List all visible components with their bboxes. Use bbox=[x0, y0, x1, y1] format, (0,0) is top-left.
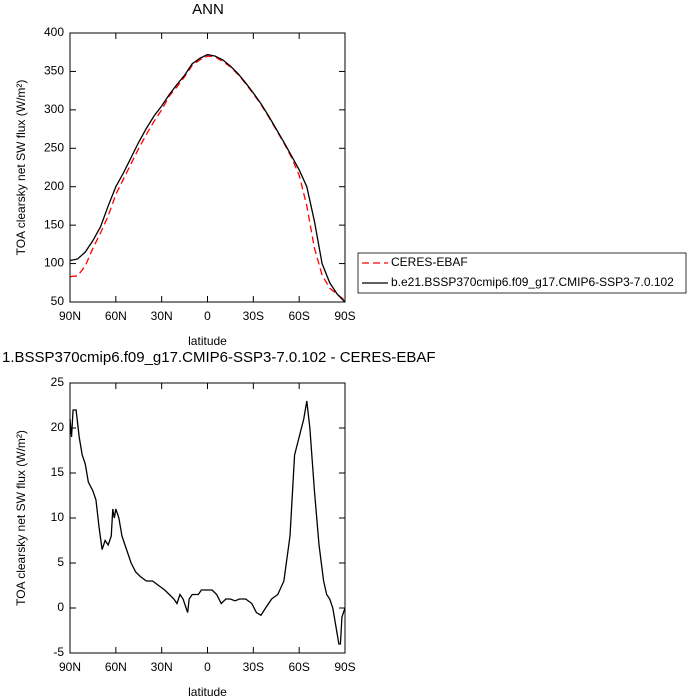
y-tick-label: 350 bbox=[44, 64, 64, 78]
y-tick-label: 150 bbox=[44, 217, 64, 231]
y-tick-label: 15 bbox=[51, 465, 65, 479]
x-tick-label: 30N bbox=[151, 660, 173, 674]
legend-box bbox=[357, 252, 687, 294]
legend-label: CERES-EBAF bbox=[391, 255, 468, 269]
x-tick-label: 0 bbox=[204, 660, 211, 674]
y-tick-label: 200 bbox=[44, 179, 64, 193]
y-tick-label: 0 bbox=[57, 600, 64, 614]
data-line bbox=[69, 53, 346, 303]
x-tick-label: 90S bbox=[334, 660, 355, 674]
x-tick-label: 90N bbox=[59, 660, 81, 674]
x-axis-label: latitude bbox=[188, 334, 227, 348]
y-tick-label: 50 bbox=[51, 294, 65, 308]
y-axis-label: TOA clearsky net SW flux (W/m²) bbox=[14, 80, 28, 256]
x-tick-label: 60S bbox=[288, 660, 309, 674]
y-axis-label: TOA clearsky net SW flux (W/m²) bbox=[14, 430, 28, 606]
plot-frame bbox=[69, 32, 346, 303]
x-tick-label: 60N bbox=[105, 660, 127, 674]
x-tick-label: 30S bbox=[243, 309, 264, 323]
x-tick-label: 30N bbox=[151, 309, 173, 323]
x-tick-label: 90S bbox=[334, 309, 355, 323]
y-tick-label: 20 bbox=[51, 420, 65, 434]
y-tick-label: 5 bbox=[57, 555, 64, 569]
x-tick-label: 30S bbox=[243, 660, 264, 674]
plot-frame bbox=[69, 382, 346, 654]
chart-title: 1.BSSP370cmip6.f09_g17.CMIP6-SSP3-7.0.10… bbox=[2, 349, 436, 366]
x-tick-label: 0 bbox=[204, 309, 211, 323]
legend-label: b.e21.BSSP370cmip6.f09_g17.CMIP6-SSP3-7.… bbox=[391, 275, 674, 289]
x-tick-label: 60S bbox=[288, 309, 309, 323]
y-tick-label: 400 bbox=[44, 25, 64, 39]
data-line bbox=[69, 55, 346, 301]
y-tick-label: 100 bbox=[44, 256, 64, 270]
data-line bbox=[69, 400, 346, 645]
y-tick-label: 25 bbox=[51, 375, 65, 389]
y-tick-label: 250 bbox=[44, 140, 64, 154]
y-tick-label: -5 bbox=[53, 645, 64, 659]
x-axis-label: latitude bbox=[188, 685, 227, 699]
x-tick-label: 60N bbox=[105, 309, 127, 323]
chart-title: ANN bbox=[192, 1, 224, 18]
y-tick-label: 300 bbox=[44, 102, 64, 116]
x-tick-label: 90N bbox=[59, 309, 81, 323]
y-tick-label: 10 bbox=[51, 510, 65, 524]
